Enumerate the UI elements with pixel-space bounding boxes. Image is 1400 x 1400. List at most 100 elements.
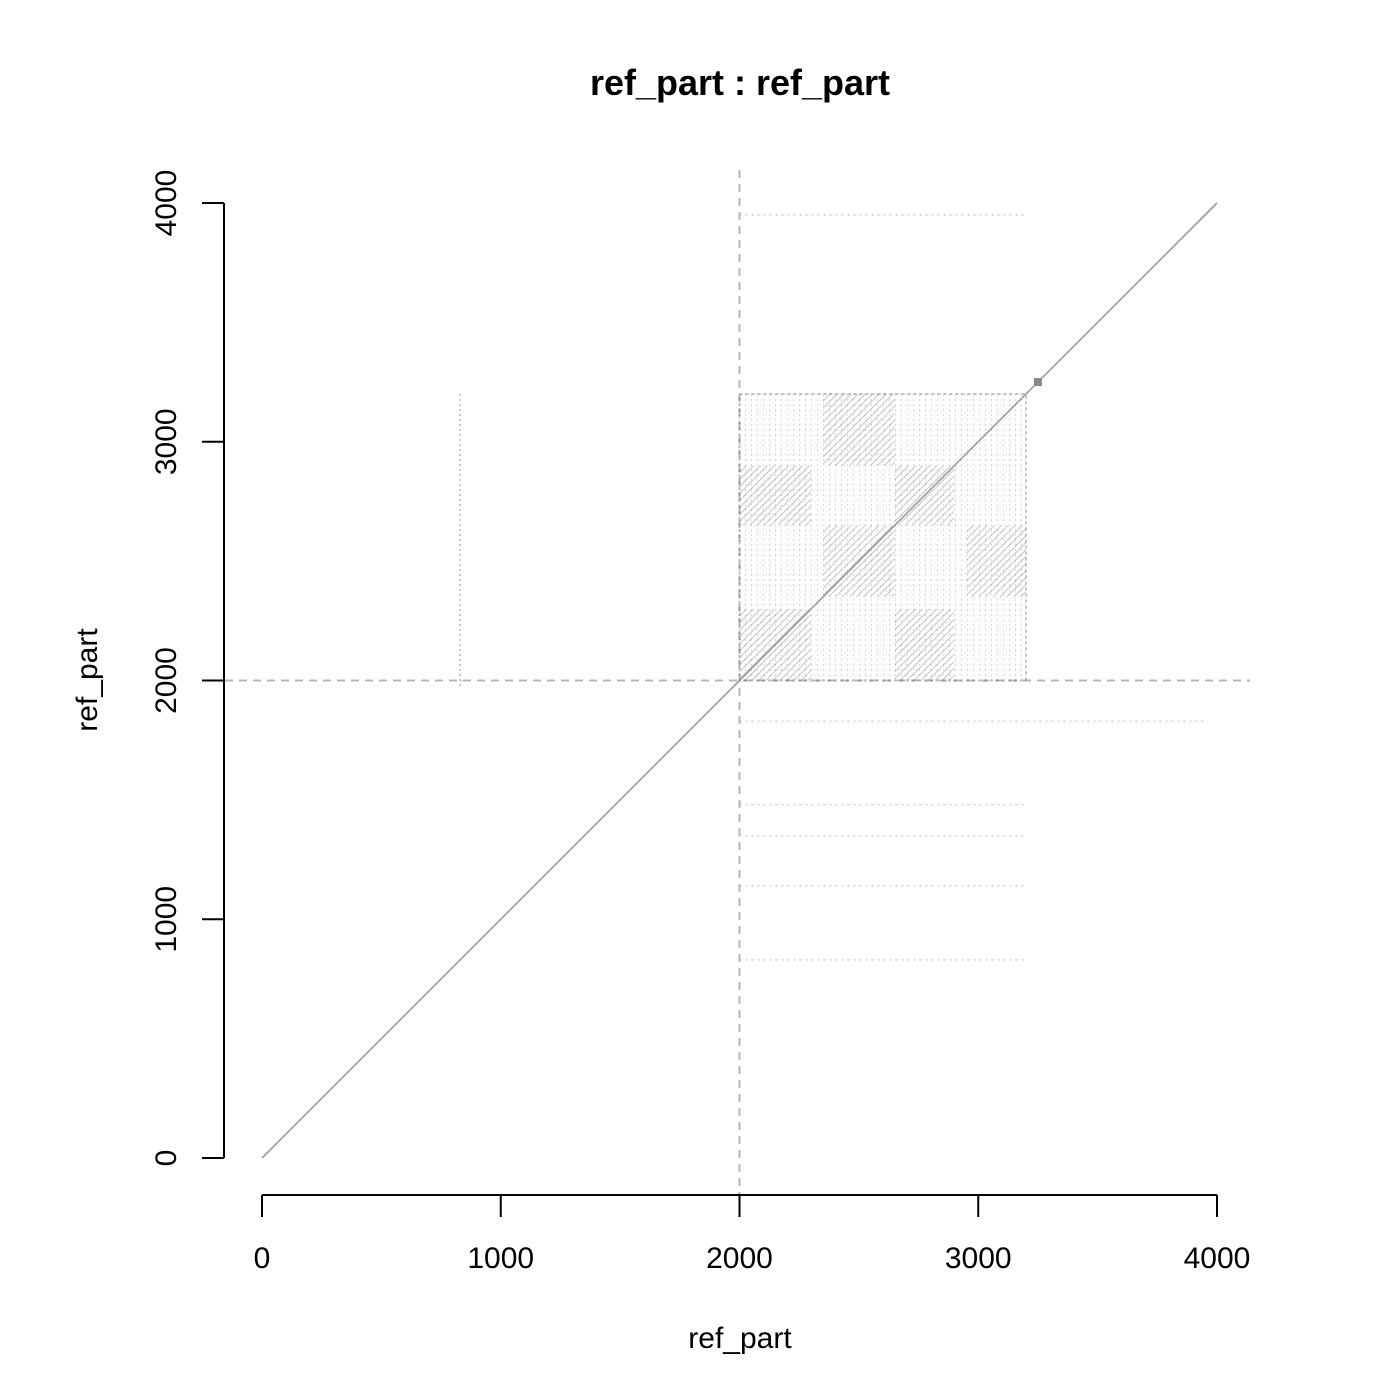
repeat-block-hatch	[1020, 591, 1027, 598]
repeat-block-hatch	[965, 524, 995, 554]
repeat-block-hatch	[863, 565, 896, 598]
repeat-block-hatch	[965, 524, 981, 540]
repeat-block-hatch	[894, 465, 910, 480]
repeat-block-hatch	[744, 613, 812, 681]
repeat-block-hatch	[965, 524, 974, 533]
repeat-block-hatch	[739, 608, 803, 673]
repeat-block-hatch	[793, 662, 812, 681]
x-tick-label: 3000	[945, 1242, 1012, 1275]
repeat-block-hatch	[894, 608, 910, 624]
repeat-block-hatch	[791, 505, 812, 526]
repeat-block-hatch	[899, 625, 955, 681]
repeat-block-hatch	[920, 646, 955, 681]
repeat-block-hatch	[739, 465, 782, 508]
x-tick-label: 2000	[706, 1242, 773, 1275]
repeat-block-hatch	[894, 465, 945, 515]
repeat-block-hatch	[800, 669, 812, 681]
repeat-block-hatch	[925, 496, 955, 526]
repeat-block-hatch	[822, 524, 845, 547]
repeat-block-hatch	[856, 427, 896, 466]
repeat-block-hatch	[756, 470, 812, 526]
repeat-block-hatch	[894, 465, 924, 494]
repeat-block-hatch	[828, 399, 896, 466]
repeat-block-hatch	[739, 608, 775, 645]
repeat-block-hatch	[894, 618, 955, 680]
repeat-block-hatch	[894, 611, 955, 673]
repeat-block-hatch	[739, 608, 810, 680]
repeat-block-hatch	[927, 653, 955, 681]
repeat-block-hatch	[807, 676, 812, 681]
repeat-block-hatch	[948, 674, 955, 681]
repeat-block-hatch	[822, 393, 859, 430]
axes: 0 1000 2000 3000 4000 0 1000 2000 3000 4000	[150, 170, 1250, 1275]
repeat-block-hatch	[894, 608, 924, 638]
repeat-block-hatch	[739, 608, 761, 631]
repeat-block-hatch	[822, 393, 831, 402]
repeat-block-hatch	[941, 667, 955, 681]
repeat-block-hatch	[894, 465, 903, 473]
repeat-block-hatch	[749, 465, 810, 526]
repeat-block-hatch	[763, 477, 812, 526]
repeat-block-hatch	[894, 465, 952, 522]
repeat-block-hatch	[786, 655, 812, 681]
repeat-block-hatch	[835, 406, 896, 466]
repeat-block-hatch	[739, 608, 747, 617]
repeat-block-hatch	[891, 593, 896, 598]
repeat-block-hatch	[978, 549, 1027, 598]
repeat-block-hatch	[822, 393, 880, 451]
repeat-block-hatch	[739, 465, 796, 522]
y-axis-label: ref_part	[71, 628, 104, 732]
repeat-block-border	[738, 393, 1027, 682]
repeat-block-hatch	[877, 579, 896, 598]
repeat-block-hatch	[884, 586, 896, 598]
repeat-block-hatch	[965, 524, 988, 547]
repeat-block-hatch	[739, 608, 782, 652]
repeat-block-hatch	[822, 393, 845, 416]
repeat-block-hatch	[877, 448, 896, 466]
repeat-block-hatch	[758, 627, 812, 681]
repeat-block-hatch	[965, 524, 1016, 575]
repeat-block-hatch	[765, 634, 812, 681]
repeat-block-hatch	[894, 465, 938, 508]
repeat-block-hatch	[884, 455, 896, 466]
x-tick-label: 0	[254, 1242, 271, 1275]
repeat-block-hatch	[739, 608, 768, 638]
repeat-block-hatch	[798, 512, 812, 526]
y-tick-label: 1000	[150, 886, 183, 953]
repeat-block-hatch	[971, 542, 1027, 598]
repeat-block-hatch	[894, 608, 917, 631]
repeat-block-hatch	[822, 393, 838, 409]
repeat-block-hatch	[870, 572, 896, 598]
repeat-block-hatch	[965, 528, 1027, 589]
repeat-block-hatch	[894, 608, 952, 666]
repeat-block-hatch	[739, 465, 775, 501]
repeat-block-hatch	[992, 563, 1027, 598]
repeat-block-hatch	[849, 420, 896, 466]
repeat-block-hatch	[870, 441, 896, 466]
repeat-block-hatch	[939, 510, 955, 526]
highlight-point	[1033, 378, 1042, 387]
y-tick-label: 3000	[150, 408, 183, 475]
repeat-block-hatch	[897, 468, 955, 526]
repeat-block-hatch	[894, 465, 917, 487]
repeat-block-hatch	[842, 413, 896, 466]
repeat-block-series	[738, 393, 1027, 682]
repeat-block-hatch	[751, 620, 812, 681]
repeat-block-hatch	[739, 465, 747, 473]
repeat-block-hatch	[822, 524, 831, 533]
plot-area	[225, 170, 1250, 1195]
y-tick-label: 0	[150, 1150, 183, 1167]
repeat-block-hatch	[894, 465, 931, 501]
repeat-block-hatch	[918, 489, 955, 526]
repeat-block-hatch	[1013, 584, 1027, 598]
repeat-block-hatch	[934, 660, 955, 681]
repeat-block-hatch	[822, 524, 887, 589]
repeat-block-hatch	[894, 608, 945, 659]
x-tick-label: 1000	[467, 1242, 534, 1275]
repeat-block-hatch	[999, 570, 1027, 598]
repeat-block-hatch	[965, 524, 1023, 582]
repeat-block-hatch	[894, 608, 931, 645]
repeat-block-hatch	[739, 608, 754, 624]
repeat-block-hatch	[822, 524, 852, 554]
